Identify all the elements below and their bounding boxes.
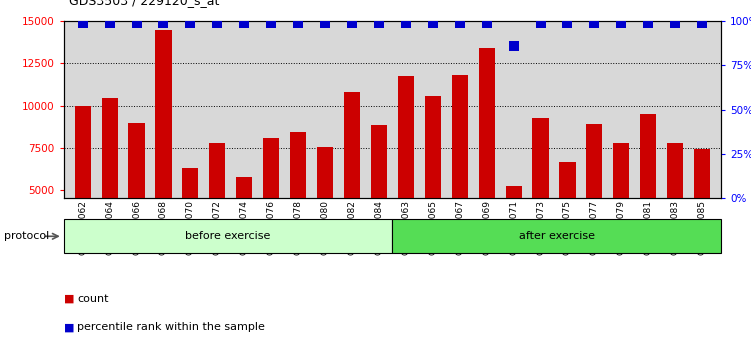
Point <box>104 20 116 26</box>
Bar <box>344 92 360 274</box>
Text: ■: ■ <box>64 294 74 304</box>
Bar <box>559 162 575 274</box>
Point <box>238 20 250 26</box>
Point <box>346 20 358 26</box>
Point <box>211 20 223 26</box>
Bar <box>614 143 629 274</box>
Point <box>158 20 170 26</box>
Bar <box>532 118 548 274</box>
Point <box>481 20 493 26</box>
Bar <box>101 98 118 274</box>
Point <box>319 20 331 26</box>
Point <box>669 20 681 26</box>
Point <box>77 20 89 26</box>
Bar <box>587 124 602 274</box>
Bar <box>398 76 414 274</box>
Bar <box>505 187 522 274</box>
Point <box>373 20 385 26</box>
Bar <box>667 143 683 274</box>
Point <box>185 20 197 26</box>
Point <box>427 20 439 26</box>
Bar <box>210 143 225 274</box>
Point <box>454 20 466 26</box>
Bar <box>392 219 721 253</box>
Text: after exercise: after exercise <box>519 231 595 241</box>
Bar <box>290 132 306 274</box>
Text: GDS3503 / 229120_s_at: GDS3503 / 229120_s_at <box>69 0 219 7</box>
Point <box>562 20 574 26</box>
Point <box>615 20 627 26</box>
Bar <box>478 48 495 274</box>
Bar <box>371 125 387 274</box>
Bar <box>263 138 279 274</box>
Bar <box>640 114 656 274</box>
Point <box>400 20 412 26</box>
Bar <box>694 149 710 274</box>
Bar <box>64 219 392 253</box>
Bar <box>74 106 91 274</box>
Point <box>508 43 520 49</box>
Point <box>265 20 277 26</box>
Point <box>131 20 143 26</box>
Bar <box>155 30 171 274</box>
Bar <box>425 96 441 274</box>
Point <box>535 20 547 26</box>
Point <box>292 20 304 26</box>
Text: count: count <box>77 294 109 304</box>
Bar <box>451 75 468 274</box>
Text: before exercise: before exercise <box>185 231 271 241</box>
Bar <box>128 123 145 274</box>
Bar <box>182 168 198 274</box>
Point <box>588 20 600 26</box>
Text: percentile rank within the sample: percentile rank within the sample <box>77 322 265 332</box>
Point <box>642 20 654 26</box>
Bar <box>317 147 333 274</box>
Text: protocol: protocol <box>4 231 49 241</box>
Point <box>696 20 708 26</box>
Text: ■: ■ <box>64 322 74 332</box>
Bar <box>237 177 252 274</box>
